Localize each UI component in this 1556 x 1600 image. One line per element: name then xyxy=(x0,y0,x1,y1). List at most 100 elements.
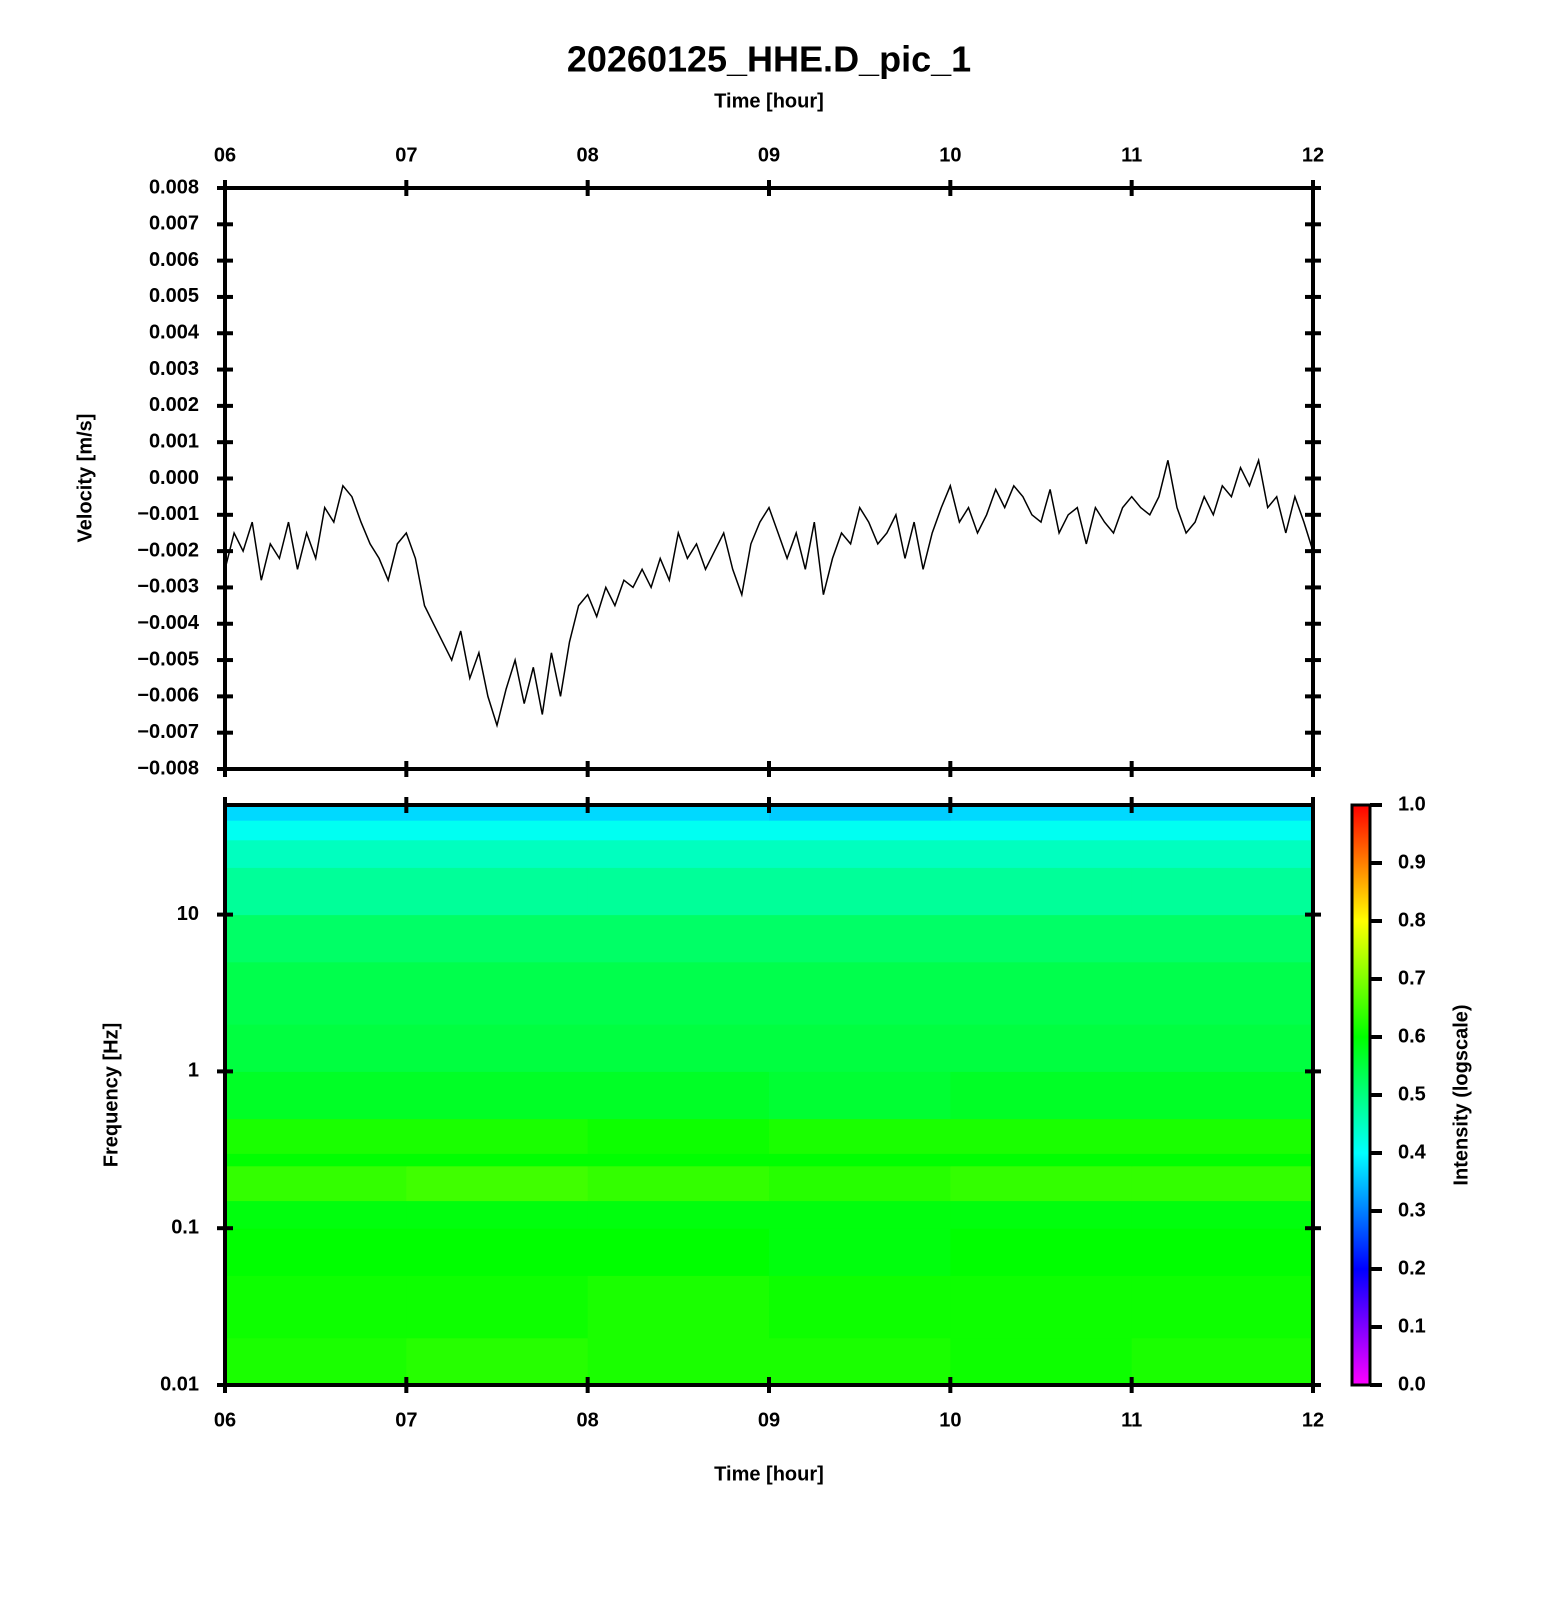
spectrogram-cell xyxy=(225,805,407,821)
x-axis-label: Time [hour] xyxy=(714,1463,824,1485)
spectrogram-cell xyxy=(950,839,1133,868)
y-tick-label: 1 xyxy=(188,1060,199,1082)
colorbar-tick-label: 0.2 xyxy=(1398,1257,1426,1279)
spectrogram-cell xyxy=(1131,839,1314,868)
spectrogram-cell xyxy=(225,867,407,916)
y-tick-label: −0.007 xyxy=(137,721,199,743)
spectrogram-cell xyxy=(406,1071,589,1120)
colorbar-label: Intensity (logscale) xyxy=(1450,1004,1472,1185)
y-tick-label: −0.004 xyxy=(137,612,200,634)
y-tick-label: 0.002 xyxy=(149,394,199,416)
spectrogram-cell xyxy=(950,805,1133,821)
spectrogram-cell xyxy=(406,1228,589,1276)
spectrogram-cell xyxy=(225,961,407,1025)
spectrogram-cell xyxy=(406,1165,589,1202)
spectrogram-cell xyxy=(1131,1275,1314,1339)
colorbar xyxy=(1350,803,1372,1387)
y-tick-label: 0.000 xyxy=(149,467,199,489)
x-tick-label: 06 xyxy=(214,1409,236,1431)
spectrogram-cell xyxy=(769,914,951,963)
spectrogram-cell xyxy=(587,1165,770,1202)
spectrogram-cell xyxy=(587,820,770,841)
x-tick-label: 11 xyxy=(1121,1409,1142,1431)
y-tick-label: −0.005 xyxy=(137,648,199,670)
spectrogram-cell xyxy=(587,961,770,1025)
spectrogram-cell xyxy=(1131,914,1314,963)
colorbar-tick-label: 0.6 xyxy=(1398,1025,1426,1047)
spectrogram-cell xyxy=(950,820,1133,841)
waveform xyxy=(224,457,1314,729)
spectrogram-cell xyxy=(406,839,589,868)
spectrogram-cell xyxy=(950,1165,1133,1202)
spectrogram-cell xyxy=(406,1118,589,1154)
spectrogram-cell xyxy=(950,867,1133,916)
x-tick-label: 11 xyxy=(1121,144,1142,166)
y-axis-label: Velocity [m/s] xyxy=(74,414,96,543)
x-tick-label: 10 xyxy=(939,1409,961,1431)
chart-title: 20260125_HHE.D_pic_1 xyxy=(567,39,971,80)
y-tick-label: 0.008 xyxy=(149,176,199,198)
spectrogram-cell xyxy=(225,1228,407,1276)
x-tick-label: 08 xyxy=(577,144,599,166)
spectrogram-cell xyxy=(225,1200,407,1229)
spectrogram-cell xyxy=(587,1200,770,1229)
colorbar-tick-label: 0.9 xyxy=(1398,851,1426,873)
spectrogram-cell xyxy=(225,1153,407,1167)
spectrogram-cell xyxy=(1131,1024,1314,1072)
spectrogram-cell xyxy=(1131,1337,1314,1386)
spectrogram-cell xyxy=(769,1165,951,1202)
spectrogram-cell xyxy=(587,867,770,916)
spectrogram-cell xyxy=(406,914,589,963)
spectrogram-cell xyxy=(950,1024,1133,1072)
spectrogram-cell xyxy=(406,820,589,841)
y-tick-label: 0.007 xyxy=(149,213,199,235)
y-tick-label: −0.006 xyxy=(137,685,199,707)
spectrogram-cell xyxy=(406,1337,589,1386)
spectrogram-cell xyxy=(769,867,951,916)
y-tick-label: 0.005 xyxy=(149,285,199,307)
plot-frame xyxy=(223,186,1315,771)
y-tick-label: 0.003 xyxy=(149,358,199,380)
spectrogram-cell xyxy=(1131,1071,1314,1120)
y-tick-label: 0.004 xyxy=(149,322,200,344)
y-tick-label: 0.001 xyxy=(149,430,199,452)
colorbar-tick-label: 0.4 xyxy=(1398,1141,1427,1163)
y-tick-label: 10 xyxy=(177,903,199,925)
spectrogram-cell xyxy=(1131,1200,1314,1229)
spectrogram-cell xyxy=(587,1337,770,1386)
x-tick-label: 10 xyxy=(939,144,961,166)
colorbar-tick-label: 0.1 xyxy=(1398,1315,1426,1337)
spectrogram-cell xyxy=(950,1275,1133,1339)
spectrogram-cell xyxy=(950,1228,1133,1276)
x-axis-label: Time [hour] xyxy=(714,90,824,112)
y-tick-label: −0.008 xyxy=(137,757,199,779)
spectrogram-cell xyxy=(587,805,770,821)
spectrogram-cell xyxy=(225,1071,407,1120)
spectrogram-cell xyxy=(406,1024,589,1072)
x-tick-label: 07 xyxy=(395,1409,417,1431)
spectrogram-cell xyxy=(950,1071,1133,1120)
spectrogram-cell xyxy=(769,1118,951,1154)
spectrogram-cell xyxy=(406,961,589,1025)
spectrogram-cell xyxy=(587,839,770,868)
spectrogram-cell xyxy=(406,1275,589,1339)
spectrogram-cell xyxy=(1131,867,1314,916)
spectrogram-cell xyxy=(587,914,770,963)
spectrogram-cell xyxy=(1131,805,1314,821)
x-tick-label: 08 xyxy=(577,1409,599,1431)
spectrogram-cell xyxy=(225,1165,407,1202)
spectrogram-cell xyxy=(225,1275,407,1339)
spectrogram-cell xyxy=(769,961,951,1025)
spectrogram-cell xyxy=(769,1024,951,1072)
spectrogram-cell xyxy=(950,1153,1133,1167)
spectrogram-cell xyxy=(587,1153,770,1167)
colorbar-tick-label: 0.7 xyxy=(1398,967,1426,989)
y-tick-label: 0.1 xyxy=(171,1216,199,1238)
spectrogram-cell xyxy=(950,1200,1133,1229)
spectrogram-cell xyxy=(225,1118,407,1154)
spectrogram-cell xyxy=(587,1024,770,1072)
colorbar-tick-label: 0.5 xyxy=(1398,1083,1426,1105)
x-tick-label: 09 xyxy=(758,1409,780,1431)
